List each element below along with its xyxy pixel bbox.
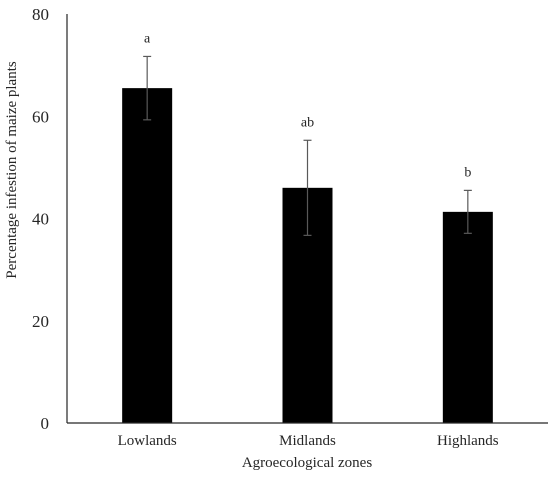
bar	[442, 211, 493, 423]
y-tick-label: 20	[32, 312, 49, 331]
y-tick-label: 60	[32, 107, 49, 126]
significance-letter: a	[144, 31, 151, 46]
bar	[122, 88, 173, 423]
significance-letters-group: a ab b	[144, 31, 471, 180]
y-tick-label: 0	[41, 414, 50, 433]
y-tick-label: 40	[32, 210, 49, 229]
significance-letter: b	[464, 165, 471, 180]
y-axis-ticks: 0 20 40 60 80	[32, 5, 49, 433]
x-tick-label: Highlands	[437, 433, 499, 449]
bars-group	[122, 88, 493, 423]
x-axis-tick-labels: Lowlands Midlands Highlands	[118, 433, 499, 449]
significance-letter: ab	[301, 115, 314, 130]
y-axis-title: Percentage infestion of maize plants	[4, 61, 20, 279]
x-tick-label: Midlands	[279, 433, 336, 449]
x-tick-label: Lowlands	[118, 433, 177, 449]
error-bars-group	[143, 55, 472, 236]
x-axis-title: Agroecological zones	[242, 455, 373, 471]
y-tick-label: 80	[32, 5, 49, 24]
